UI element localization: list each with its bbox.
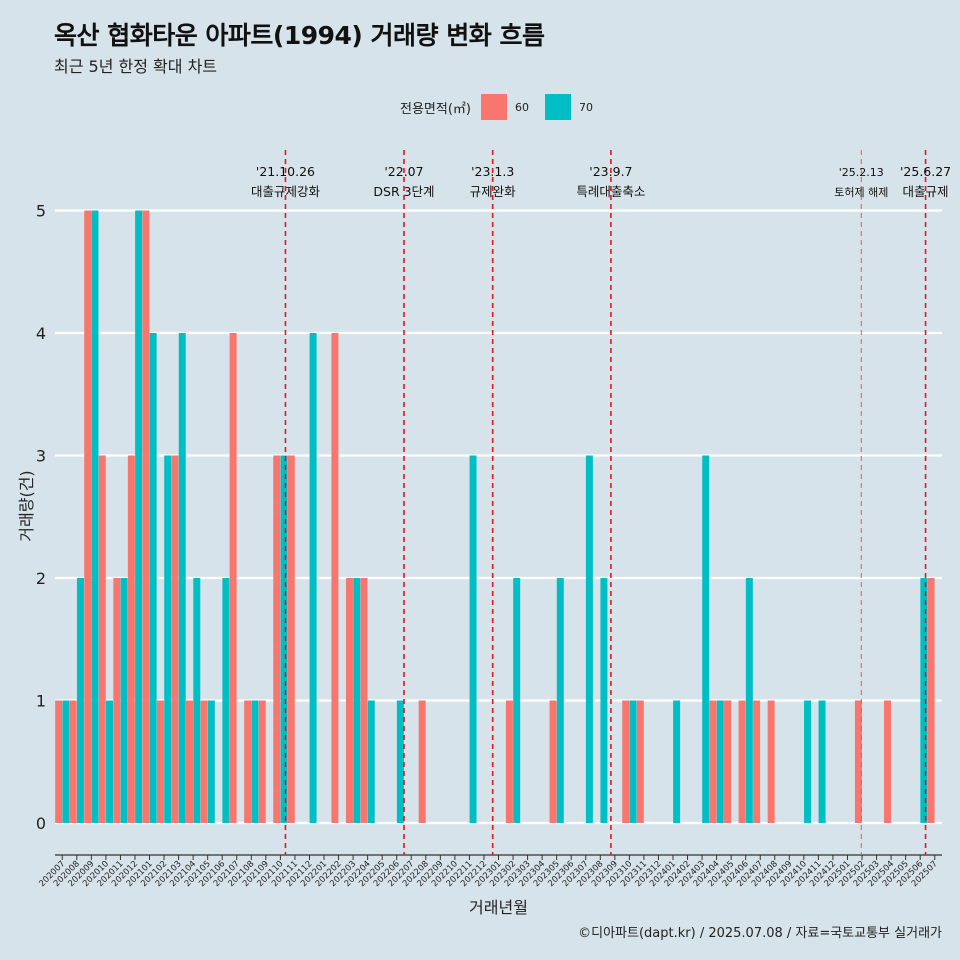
bar-70-202310	[629, 700, 637, 823]
bar-60-202203	[345, 578, 353, 823]
bar-60-202405	[724, 700, 732, 823]
bar-70-202104	[193, 578, 201, 823]
event-date-label: '23.9.7	[589, 164, 632, 179]
bar-60-202011	[113, 578, 121, 823]
bar-60-202105	[200, 700, 208, 823]
bar-60-202507	[927, 578, 935, 823]
event-date-label: '22.07	[384, 164, 423, 179]
event-name-label: 토허제 해제	[834, 185, 888, 199]
bar-60-202104	[186, 700, 193, 823]
bar-70-202011	[120, 578, 128, 823]
bar-70-202302	[513, 578, 521, 823]
event-name-label: 특례대출축소	[576, 184, 645, 199]
legend-title: 전용면적(㎡)	[400, 101, 471, 117]
bar-60-202111	[287, 455, 295, 823]
bar-60-202102	[156, 700, 164, 823]
bar-70-202010	[106, 700, 114, 823]
bar-60-202101	[142, 210, 150, 823]
bar-60-202107	[229, 333, 237, 823]
bar-70-202401	[673, 700, 681, 823]
bar-60-202010	[98, 455, 106, 823]
bar-60-202305	[549, 700, 557, 823]
bar-70-202506	[920, 578, 928, 823]
bar-60-202311	[636, 700, 644, 823]
bar-70-202106	[222, 578, 230, 823]
bar-60-202103	[171, 455, 179, 823]
bar-60-202504	[883, 700, 891, 823]
bar-60-202108	[244, 700, 252, 823]
event-name-label: 대출규제	[903, 184, 949, 199]
legend: 전용면적(㎡) 60 70	[400, 93, 609, 121]
bar-70-202203	[353, 578, 361, 823]
bar-70-202305	[556, 578, 564, 823]
bar-70-202105	[207, 700, 215, 823]
bar-70-202403	[702, 455, 710, 823]
bar-60-202408	[767, 700, 775, 823]
bar-70-202110	[280, 455, 288, 823]
bar-60-202407	[753, 700, 761, 823]
legend-label-60: 60	[514, 100, 529, 114]
bar-60-202109	[258, 700, 266, 823]
bar-60-202208	[418, 700, 426, 823]
bar-60-202012	[127, 455, 135, 823]
bar-60-202404	[709, 700, 717, 823]
bar-60-202110	[273, 455, 281, 823]
bar-60-202009	[84, 210, 92, 823]
bar-70-202008	[76, 578, 84, 823]
legend-label-70: 70	[578, 100, 593, 114]
bar-70-202007	[62, 700, 70, 823]
bar-70-202206	[396, 700, 404, 823]
event-date-label: '25.2.13	[839, 166, 884, 179]
y-tick-label: 5	[36, 202, 46, 221]
bar-70-202204	[367, 700, 375, 823]
y-tick-label: 2	[36, 569, 46, 588]
event-name-label: 규제완화	[470, 184, 517, 199]
bar-60-202202	[331, 333, 339, 823]
bar-70-202307	[585, 455, 593, 823]
bar-60-202310	[622, 700, 630, 823]
bar-60-202406	[738, 700, 746, 823]
chart-title: 옥산 협화타운 아파트(1994) 거래량 변화 흐름	[54, 21, 545, 50]
bar-70-202012	[135, 210, 143, 823]
y-axis-title: 거래량(건)	[17, 470, 36, 541]
bar-70-202108	[251, 700, 259, 823]
legend-key-70	[544, 94, 571, 120]
bar-60-202502	[854, 700, 862, 823]
bar-70-202103	[178, 333, 186, 823]
bar-70-202406	[745, 578, 753, 823]
bar-70-202411	[818, 700, 826, 823]
bar-70-202112	[309, 333, 317, 823]
bar-60-202008	[69, 700, 77, 823]
bar-70-202308	[600, 578, 608, 823]
x-axis-title: 거래년월	[469, 898, 528, 917]
event-date-label: '23.1.3	[471, 164, 514, 179]
bar-60-202007	[55, 700, 63, 823]
bar-70-202101	[149, 333, 157, 823]
bar-60-202204	[360, 578, 368, 823]
bar-70-202102	[164, 455, 172, 823]
y-tick-label: 1	[36, 692, 46, 711]
event-date-label: '21.10.26	[256, 164, 315, 179]
source-caption: ©디아파트(dapt.kr) / 2025.07.08 / 자료=국토교통부 실…	[578, 926, 942, 941]
event-name-label: 대출규제강화	[251, 184, 321, 199]
bar-70-202211	[469, 455, 477, 823]
legend-key-60	[480, 94, 507, 120]
event-name-label: DSR 3단계	[373, 184, 434, 199]
bar-70-202410	[804, 700, 811, 823]
bar-60-202302	[505, 700, 513, 823]
y-tick-label: 0	[36, 814, 46, 833]
bar-70-202009	[91, 210, 99, 823]
chart-subtitle: 최근 5년 한정 확대 차트	[54, 57, 218, 76]
y-tick-label: 3	[36, 447, 46, 466]
y-tick-label: 4	[36, 324, 46, 343]
event-date-label: '25.6.27	[900, 164, 951, 179]
bar-70-202404	[716, 700, 724, 823]
